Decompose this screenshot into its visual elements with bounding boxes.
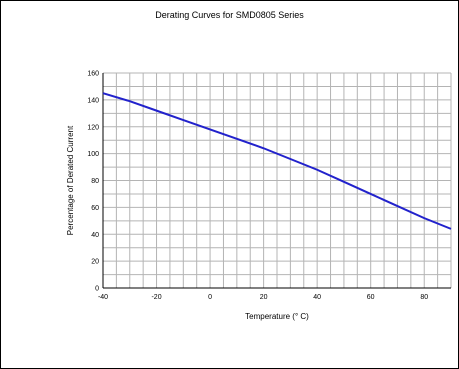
x-tick-label: -20 [151,294,161,301]
y-tick-labels: 0 20 40 60 80 100 120 140 160 [87,71,99,293]
grid-lines [102,72,452,289]
y-tick-label: 100 [87,151,99,158]
y-tick-label: 0 [95,286,99,293]
x-axis-label: Temperature (° C) [245,312,309,321]
y-axis-label: Percentage of Derated Current [66,125,75,235]
y-tick-label: 80 [91,178,99,185]
y-tick-label: 40 [91,232,99,239]
y-tick-label: 60 [91,205,99,212]
x-tick-labels: -40 -20 0 20 40 60 80 [98,294,428,301]
y-tick-label: 20 [91,259,99,266]
x-tick-label: 60 [367,294,375,301]
x-tick-label: 20 [260,294,268,301]
chart-title: Derating Curves for SMD0805 Series [155,10,304,20]
x-tick-label: -40 [98,294,108,301]
x-tick-label: 80 [420,294,428,301]
y-tick-label: 160 [87,71,99,78]
x-tick-label: 0 [208,294,212,301]
y-tick-label: 140 [87,97,99,104]
series-line [102,92,452,230]
x-tick-label: 40 [313,294,321,301]
y-tick-label: 120 [87,124,99,131]
series-group [102,92,452,230]
